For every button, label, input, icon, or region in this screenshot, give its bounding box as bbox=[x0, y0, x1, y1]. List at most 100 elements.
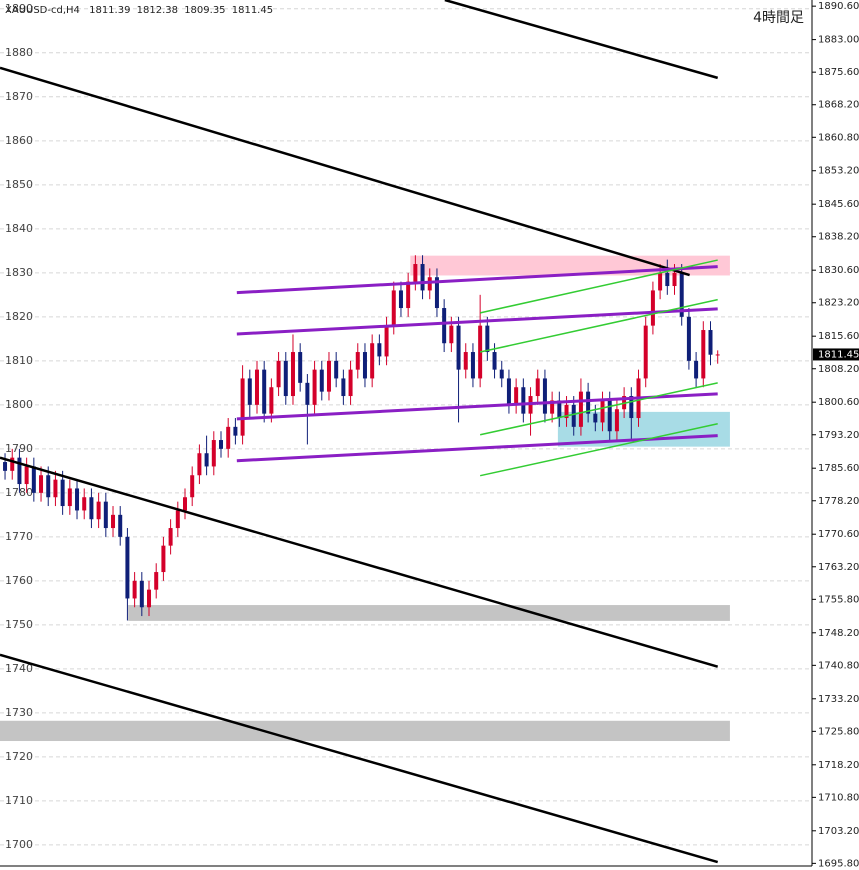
candle-body bbox=[290, 352, 295, 397]
candle-body bbox=[427, 277, 432, 291]
y-tick-label: 1770 bbox=[5, 530, 33, 543]
candle-body bbox=[319, 369, 324, 392]
chart-title: 4時間足 bbox=[753, 10, 804, 26]
candle-body bbox=[355, 352, 360, 370]
candle-body bbox=[341, 378, 346, 397]
candle-body bbox=[506, 378, 511, 405]
price-tag-label: 1811.45 bbox=[818, 349, 859, 360]
candle-body bbox=[161, 545, 166, 573]
candle-body bbox=[449, 325, 454, 344]
ohlc-high: 1812.38 bbox=[137, 5, 178, 16]
y-tick-label: 1810 bbox=[5, 354, 33, 367]
axes: 1700171017201730174017501760177017801790… bbox=[5, 1, 859, 869]
y-tick-label: 1720 bbox=[5, 750, 33, 763]
candle-body bbox=[183, 497, 188, 511]
candle-body bbox=[557, 400, 562, 419]
candle-body bbox=[521, 387, 526, 414]
candle-body bbox=[298, 352, 303, 383]
candle-body bbox=[629, 396, 634, 419]
y2-tick-label: 1875.60 bbox=[818, 67, 859, 78]
trend-line bbox=[236, 434, 718, 463]
trend-line bbox=[0, 456, 719, 668]
candle-body bbox=[715, 354, 720, 356]
candle-body bbox=[643, 325, 648, 379]
candle-body bbox=[24, 466, 29, 485]
trend-line bbox=[0, 653, 719, 864]
candle-body bbox=[370, 343, 375, 379]
candle-body bbox=[89, 497, 94, 520]
y2-tick-label: 1733.20 bbox=[818, 694, 859, 705]
y-tick-label: 1710 bbox=[5, 794, 33, 807]
trend-line bbox=[479, 298, 718, 353]
y2-tick-label: 1800.60 bbox=[818, 397, 859, 408]
plot-area bbox=[0, 8, 812, 846]
candle-body bbox=[542, 378, 547, 414]
y-tick-label: 1820 bbox=[5, 310, 33, 323]
candle-body bbox=[607, 400, 612, 432]
candle-body bbox=[218, 440, 223, 449]
symbol: XAUUSD-cd,H4 bbox=[5, 5, 80, 16]
candle-body bbox=[132, 580, 137, 599]
candle-body bbox=[406, 281, 411, 309]
candle-body bbox=[348, 369, 353, 397]
y2-tick-label: 1823.20 bbox=[818, 298, 859, 309]
y2-tick-label: 1695.80 bbox=[818, 858, 859, 869]
ohlc-low: 1809.35 bbox=[184, 5, 225, 16]
y2-tick-label: 1890.60 bbox=[818, 1, 859, 12]
trend-line bbox=[236, 307, 718, 336]
y-tick-label: 1730 bbox=[5, 706, 33, 719]
y2-tick-label: 1778.20 bbox=[818, 496, 859, 507]
candle-body bbox=[665, 272, 670, 287]
y2-tick-label: 1860.80 bbox=[818, 132, 859, 143]
candle-body bbox=[377, 343, 382, 357]
y2-tick-label: 1883.00 bbox=[818, 35, 859, 46]
y2-tick-label: 1793.20 bbox=[818, 430, 859, 441]
candle-body bbox=[240, 378, 245, 436]
y2-tick-label: 1815.60 bbox=[818, 331, 859, 342]
candle-body bbox=[434, 277, 439, 309]
candle-body bbox=[672, 272, 677, 287]
y2-tick-label: 1703.20 bbox=[818, 826, 859, 837]
candle-body bbox=[593, 413, 598, 423]
candle-body bbox=[125, 536, 130, 599]
y2-tick-label: 1710.80 bbox=[818, 792, 859, 803]
y-tick-label: 1890 bbox=[5, 2, 33, 15]
ohlc-close: 1811.45 bbox=[232, 5, 273, 16]
candle-body bbox=[492, 352, 497, 370]
trend-line bbox=[479, 423, 718, 477]
y-tick-label: 1700 bbox=[5, 838, 33, 851]
candle-body bbox=[204, 453, 209, 467]
header: XAUUSD-cd,H4 1811.39 1812.38 1809.35 181… bbox=[5, 5, 273, 16]
candle-body bbox=[46, 475, 51, 498]
zone bbox=[128, 605, 730, 621]
candle-body bbox=[276, 360, 281, 388]
candle-body bbox=[600, 400, 605, 423]
candle-body bbox=[586, 391, 591, 414]
candle-body bbox=[384, 325, 389, 357]
y2-tick-label: 1718.20 bbox=[818, 760, 859, 771]
y-tick-label: 1750 bbox=[5, 618, 33, 631]
price-tag bbox=[813, 348, 859, 361]
candle-body bbox=[168, 528, 173, 546]
candle-body bbox=[75, 488, 80, 511]
candle-body bbox=[326, 360, 331, 392]
trend-line bbox=[479, 382, 718, 436]
candle-body bbox=[362, 352, 367, 379]
candle-body bbox=[550, 400, 555, 414]
candle-body bbox=[499, 369, 504, 379]
y2-tick-label: 1770.60 bbox=[818, 529, 859, 540]
candle-body bbox=[254, 369, 259, 405]
trend-lines bbox=[0, 0, 719, 864]
candle-body bbox=[39, 475, 44, 493]
y2-tick-label: 1740.80 bbox=[818, 660, 859, 671]
trend-line bbox=[0, 66, 690, 277]
trend-line bbox=[479, 259, 718, 314]
candle-body bbox=[514, 387, 519, 405]
y2-tick-label: 1755.80 bbox=[818, 594, 859, 605]
candle-body bbox=[154, 572, 159, 590]
trend-line bbox=[444, 0, 719, 80]
y-tick-label: 1760 bbox=[5, 574, 33, 587]
candle-body bbox=[578, 391, 583, 427]
y2-tick-label: 1868.20 bbox=[818, 100, 859, 111]
y-tick-label: 1840 bbox=[5, 222, 33, 235]
